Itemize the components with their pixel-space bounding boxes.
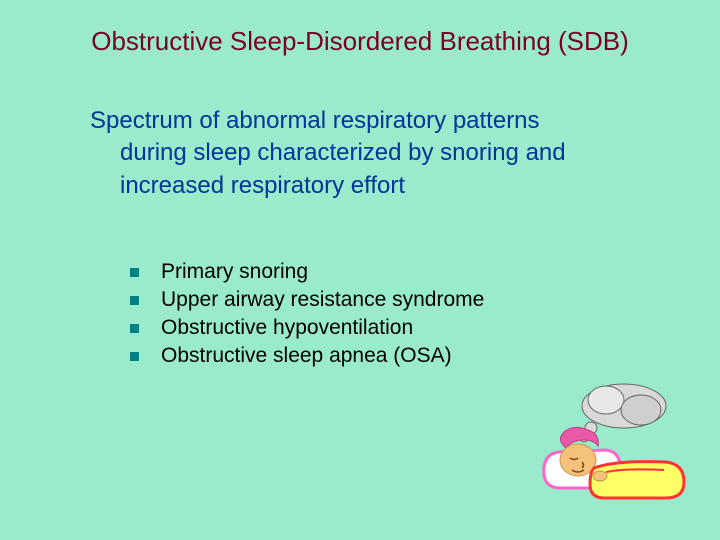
- square-bullet-icon: [130, 296, 139, 305]
- list-item: Obstructive hypoventilation: [130, 316, 678, 340]
- subtitle-line1: Spectrum of abnormal respiratory pattern…: [90, 107, 540, 134]
- square-bullet-icon: [130, 352, 139, 361]
- bullet-list: Primary snoring Upper airway resistance …: [130, 260, 678, 368]
- list-item: Primary snoring: [130, 260, 678, 284]
- item-text: Upper airway resistance syndrome: [161, 288, 484, 312]
- square-bullet-icon: [130, 268, 139, 277]
- square-bullet-icon: [130, 324, 139, 333]
- item-text: Primary snoring: [161, 260, 308, 284]
- item-text: Obstructive sleep apnea (OSA): [161, 344, 452, 368]
- item-text: Obstructive hypoventilation: [161, 316, 413, 340]
- list-item: Upper airway resistance syndrome: [130, 288, 678, 312]
- slide-title: Obstructive Sleep-Disordered Breathing (…: [42, 26, 678, 57]
- sleeping-person-clipart: [536, 380, 686, 500]
- subtitle-rest: during sleep characterized by snoring an…: [120, 139, 566, 198]
- list-item: Obstructive sleep apnea (OSA): [130, 344, 678, 368]
- slide-subtitle: Spectrum of abnormal respiratory pattern…: [90, 105, 638, 202]
- slide: Obstructive Sleep-Disordered Breathing (…: [0, 0, 720, 540]
